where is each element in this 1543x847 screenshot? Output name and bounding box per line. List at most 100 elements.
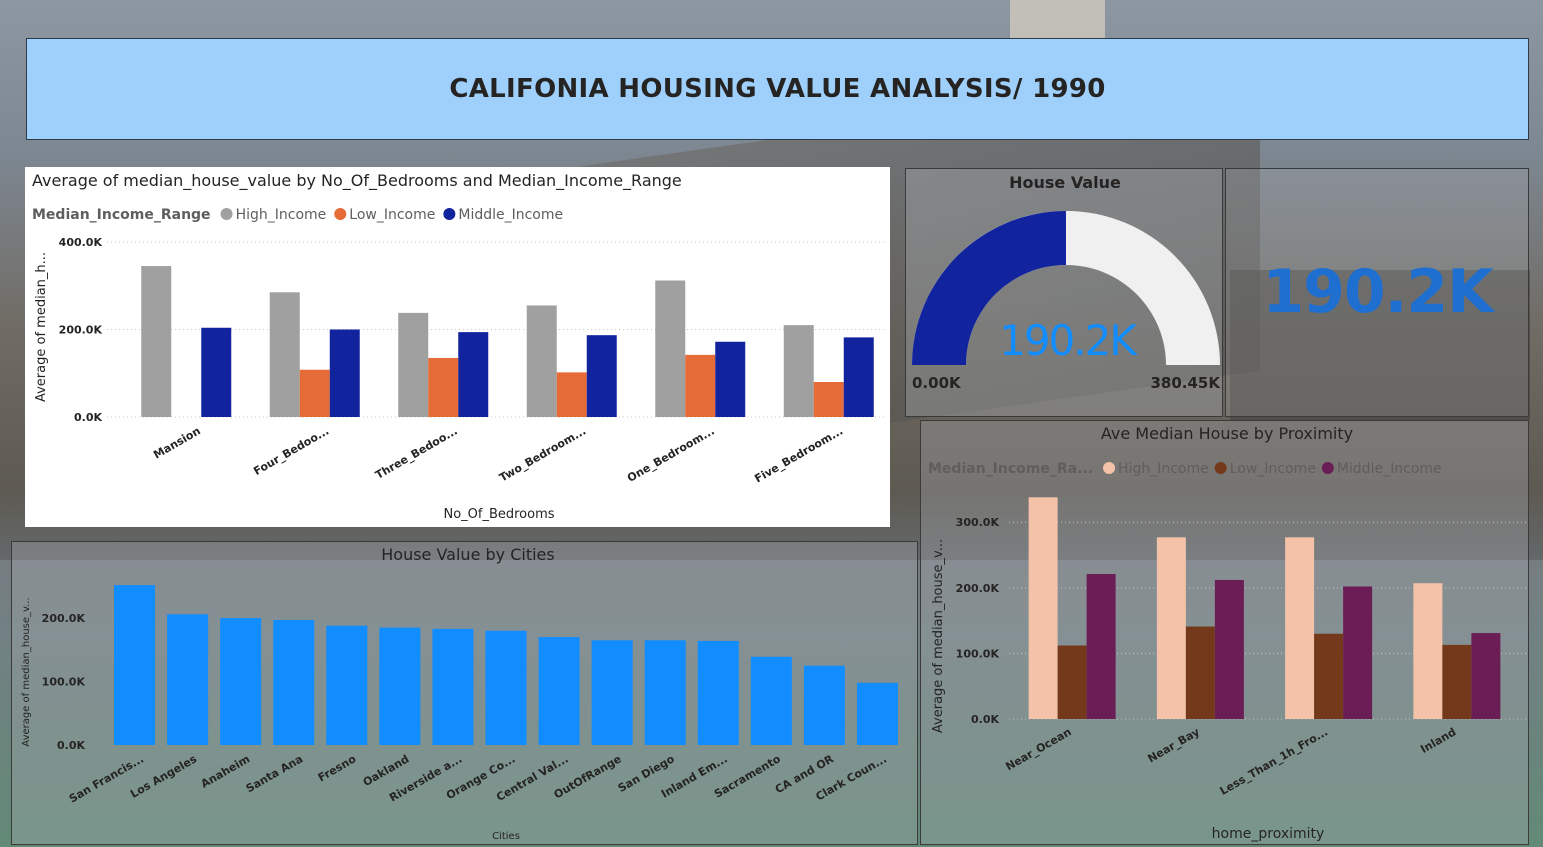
bedrooms-x-axis-title: No_Of_Bedrooms (443, 507, 554, 522)
bar-near-ocean-middle-income[interactable] (1086, 574, 1116, 719)
bar-inland-middle-income[interactable] (1471, 633, 1501, 719)
x-tick-label: Two_Bedroom... (497, 424, 588, 484)
legend-title: Median_Income_Range (32, 207, 211, 223)
x-tick-label: Near_Bay (1145, 725, 1201, 765)
x-tick-label: Santa Ana (244, 752, 305, 795)
y-tick-label: 0.0K (74, 411, 102, 424)
bar-less-than-1h-fro-low-income[interactable] (1314, 633, 1344, 719)
proximity-chart-panel[interactable]: Ave Median House by Proximity Median_Inc… (920, 420, 1529, 845)
x-tick-label: Three_Bedoo... (373, 424, 460, 482)
bar-riverside-a[interactable] (432, 628, 474, 745)
bar-four-bedoo-low-income[interactable] (299, 369, 330, 417)
bar-orange-co[interactable] (485, 630, 527, 745)
title-banner: CALIFONIA HOUSING VALUE ANALYSIS/ 1990 (26, 38, 1529, 140)
background-chimney (1010, 0, 1105, 40)
kpi-card-panel[interactable] (1225, 168, 1529, 417)
legend-item-high-income[interactable]: High_Income (236, 207, 327, 223)
bedrooms-chart-panel[interactable]: Average of median_house_value by No_Of_B… (25, 167, 890, 527)
legend-marker-high-income (220, 208, 233, 220)
bar-anaheim[interactable] (220, 618, 262, 745)
bar-near-ocean-low-income[interactable] (1057, 645, 1087, 719)
bar-three-bedoo-low-income[interactable] (428, 357, 459, 417)
cities-x-axis-title: Cities (492, 831, 520, 842)
bar-fresno[interactable] (326, 625, 368, 745)
legend-item-low-income[interactable]: Low_Income (1230, 461, 1316, 477)
bar-three-bedoo-high-income[interactable] (398, 312, 429, 417)
bar-clark-coun[interactable] (856, 682, 898, 745)
bar-oakland[interactable] (379, 627, 421, 745)
legend-item-low-income[interactable]: Low_Income (349, 207, 435, 223)
x-tick-label: Less_Than_1h_Fro... (1218, 725, 1331, 797)
x-tick-label: Four_Bedoo... (251, 424, 331, 478)
y-tick-label: 200.0K (42, 612, 86, 625)
bar-central-val[interactable] (538, 637, 580, 745)
legend-marker-middle-income (1321, 462, 1334, 474)
bar-two-bedroom-high-income[interactable] (526, 305, 557, 417)
bar-outofrange[interactable] (591, 640, 633, 745)
y-tick-label: 100.0K (42, 676, 86, 689)
proximity-chart: Ave Median House by Proximity Median_Inc… (928, 424, 1526, 842)
y-tick-label: 200.0K (59, 324, 103, 337)
cities-chart-panel[interactable]: House Value by Cities 0.0K 100.0K 200.0K S… (11, 541, 918, 845)
gauge-panel[interactable]: House Value 190.2K 0.00K 380.45K (905, 168, 1223, 417)
bar-three-bedoo-middle-income[interactable] (458, 332, 489, 417)
bedrooms-y-axis-title: Average of median_h... (34, 252, 49, 402)
bar-five-bedroom-low-income[interactable] (813, 382, 844, 417)
bar-santa-ana[interactable] (273, 619, 315, 745)
bar-less-than-1h-fro-middle-income[interactable] (1343, 586, 1373, 719)
legend-title: Median_Income_Ra... (928, 461, 1093, 477)
x-tick-label: Near_Ocean (1003, 725, 1073, 773)
bar-inland-low-income[interactable] (1442, 644, 1472, 719)
legend-marker-middle-income (443, 208, 456, 220)
y-tick-label: 0.0K (971, 713, 999, 726)
bar-near-bay-high-income[interactable] (1156, 537, 1186, 719)
bar-near-ocean-high-income[interactable] (1028, 497, 1058, 719)
cities-y-axis-title: Average of median_house_v... (21, 597, 32, 746)
proximity-legend[interactable]: Median_Income_Ra... High_Income Low_Income… (928, 461, 1442, 477)
proximity-y-axis-title: Average of median_house_v... (931, 539, 946, 733)
proximity-x-axis-title: home_proximity (1212, 826, 1325, 842)
bar-five-bedroom-middle-income[interactable] (843, 337, 874, 417)
legend-item-high-income[interactable]: High_Income (1118, 461, 1209, 477)
bar-near-bay-low-income[interactable] (1185, 626, 1215, 719)
y-tick-label: 400.0K (59, 236, 103, 249)
dashboard-title: CALIFONIA HOUSING VALUE ANALYSIS/ 1990 (449, 74, 1106, 104)
y-tick-label: 200.0K (956, 582, 1000, 595)
bar-mansion-high-income[interactable] (141, 266, 172, 417)
house-value-gauge: House Value 190.2K 0.00K 380.45K (912, 173, 1221, 392)
x-tick-label: Fresno (316, 752, 359, 784)
bar-one-bedroom-low-income[interactable] (685, 354, 716, 417)
bar-near-bay-middle-income[interactable] (1214, 579, 1244, 719)
legend-marker-high-income (1103, 462, 1116, 474)
legend-item-middle-income[interactable]: Middle_Income (458, 207, 563, 223)
cities-chart-title: House Value by Cities (381, 545, 554, 564)
x-tick-label: Five_Bedroom... (752, 424, 845, 485)
bar-five-bedroom-high-income[interactable] (783, 325, 814, 417)
legend-item-middle-income[interactable]: Middle_Income (1337, 461, 1442, 477)
bar-san-diego[interactable] (644, 640, 686, 745)
bedrooms-chart-title: Average of median_house_value by No_Of_B… (32, 171, 682, 191)
gauge-title: House Value (1009, 173, 1121, 192)
bar-sacramento[interactable] (750, 656, 792, 745)
legend-marker-low-income (1214, 462, 1227, 474)
bar-inland-em[interactable] (697, 640, 739, 745)
bar-two-bedroom-middle-income[interactable] (586, 335, 617, 417)
bar-inland-high-income[interactable] (1413, 583, 1443, 719)
bar-one-bedroom-middle-income[interactable] (715, 341, 746, 417)
bar-four-bedoo-middle-income[interactable] (329, 329, 360, 418)
bar-one-bedroom-high-income[interactable] (655, 280, 686, 418)
bar-two-bedroom-low-income[interactable] (556, 372, 587, 417)
y-tick-label: 0.0K (57, 739, 85, 752)
bar-ca-and-or[interactable] (803, 665, 845, 745)
bar-less-than-1h-fro-high-income[interactable] (1285, 537, 1315, 719)
bar-los-angeles[interactable] (167, 614, 209, 745)
bar-san-francis[interactable] (114, 585, 156, 745)
legend-marker-low-income (334, 208, 347, 220)
cities-chart: House Value by Cities 0.0K 100.0K 200.0K S… (21, 545, 898, 842)
gauge-value-label: 190.2K (999, 316, 1138, 365)
gauge-max-label: 380.45K (1150, 374, 1221, 392)
bar-mansion-middle-income[interactable] (201, 327, 232, 417)
x-tick-label: Mansion (151, 424, 202, 461)
bar-four-bedoo-high-income[interactable] (269, 292, 300, 417)
bedrooms-legend[interactable]: Median_Income_Range High_Income Low_Income… (32, 207, 563, 223)
